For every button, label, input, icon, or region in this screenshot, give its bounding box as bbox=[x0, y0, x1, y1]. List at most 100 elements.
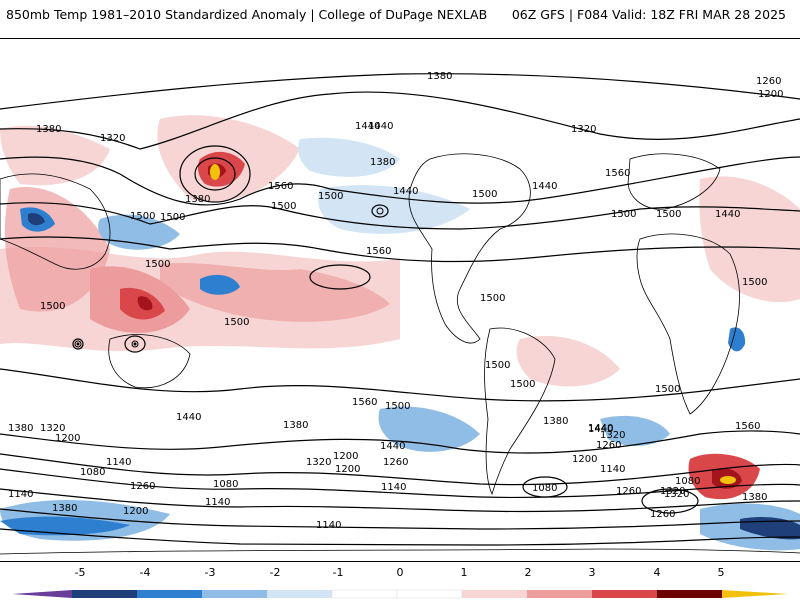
contour-closed bbox=[179, 145, 251, 203]
contour-label: 1500 bbox=[480, 293, 505, 304]
colorbar-tick: -2 bbox=[269, 566, 281, 579]
height-contours bbox=[0, 73, 800, 546]
contour-label: 1500 bbox=[145, 259, 170, 270]
colorbar: -5 -4 -3 -2 -1 0 1 2 3 4 5 bbox=[0, 566, 800, 600]
contour-label: 1380 bbox=[52, 503, 77, 514]
colorbar-tick: -5 bbox=[74, 566, 86, 579]
colorbar-tick: -3 bbox=[204, 566, 216, 579]
anomaly-map: 1380 1440 1260 1200 1380 1320 1440 1380 … bbox=[0, 71, 800, 555]
coastline-europe bbox=[627, 153, 721, 210]
contour-label: 1260 bbox=[130, 481, 155, 492]
contour-line bbox=[0, 236, 800, 263]
colorbar-tick: -4 bbox=[139, 566, 151, 579]
contour-label: 1380 bbox=[185, 194, 210, 205]
contour-label: 1320 bbox=[100, 133, 125, 144]
contour-label: 1500 bbox=[40, 301, 65, 312]
contour-label: 1440 bbox=[368, 121, 393, 132]
contour-label: 1260 bbox=[383, 457, 408, 468]
contour-label: 1080 bbox=[80, 467, 105, 478]
contour-label: 1500 bbox=[385, 401, 410, 412]
contour-label: 1200 bbox=[333, 451, 358, 462]
contour-label: 1260 bbox=[596, 440, 621, 451]
contour-label: 1140 bbox=[316, 520, 341, 531]
contour-line bbox=[0, 528, 800, 546]
colorbar-tick: 2 bbox=[524, 566, 532, 579]
neg-anomaly-asia-west-core bbox=[28, 213, 45, 226]
contour-label: 1440 bbox=[588, 424, 613, 435]
contour-label: 1440 bbox=[393, 186, 418, 197]
contour-label: 1200 bbox=[123, 506, 148, 517]
contour-label: 1140 bbox=[205, 497, 230, 508]
map-title: 850mb Temp 1981–2010 Standardized Anomal… bbox=[6, 7, 488, 22]
contour-label: 1560 bbox=[352, 397, 377, 408]
colorbar-arrow-left bbox=[12, 590, 72, 598]
contour-label: 1560 bbox=[605, 168, 630, 179]
neg-anomaly-south-pacific bbox=[378, 406, 480, 452]
contour-label: 1320 bbox=[571, 124, 596, 135]
contour-line bbox=[0, 508, 800, 530]
extreme-anomaly-south-indian bbox=[720, 476, 736, 484]
coastline-antarctica bbox=[0, 548, 800, 555]
contour-label: 1200 bbox=[55, 433, 80, 444]
contour-line bbox=[0, 453, 800, 486]
contour-label: 1200 bbox=[335, 464, 360, 475]
neg-anomaly-southern-ocean-east-core bbox=[740, 516, 800, 540]
contour-line bbox=[0, 430, 800, 454]
contour-label: 1380 bbox=[370, 157, 395, 168]
center-marker bbox=[376, 207, 384, 215]
model-run-info: 06Z GFS | F084 Valid: 18Z FRI MAR 28 202… bbox=[511, 7, 786, 22]
contour-label: 1500 bbox=[485, 360, 510, 371]
pos-anomaly-siberia bbox=[0, 125, 110, 186]
contour-closed bbox=[309, 264, 371, 290]
contour-label: 1260 bbox=[616, 486, 641, 497]
contour-label: 1500 bbox=[742, 277, 767, 288]
contour-closed bbox=[72, 338, 84, 350]
contour-label: 1440 bbox=[532, 181, 557, 192]
coastline-australia bbox=[108, 334, 191, 389]
colorbar-tick: -1 bbox=[332, 566, 344, 579]
neg-anomaly-southern-ocean-west-core bbox=[0, 516, 130, 536]
header: 850mb Temp 1981–2010 Standardized Anomal… bbox=[0, 0, 800, 32]
contour-closed bbox=[522, 476, 568, 498]
colorbar-bin-neg4 bbox=[137, 590, 202, 598]
colorbar-bin-pos3 bbox=[592, 590, 657, 598]
colorbar-bin-pos0 bbox=[396, 589, 463, 599]
colorbar-tick: 0 bbox=[396, 566, 404, 579]
contour-closed bbox=[371, 204, 389, 218]
contour-label: 1080 bbox=[675, 476, 700, 487]
contour-closed bbox=[194, 157, 236, 191]
contour-line bbox=[0, 73, 800, 110]
center-marker bbox=[133, 342, 137, 346]
contour-label: 1500 bbox=[130, 211, 155, 222]
contour-label: 1320 bbox=[40, 423, 65, 434]
colorbar-svg bbox=[12, 589, 788, 599]
colorbar-bin-pos1 bbox=[462, 590, 527, 598]
contour-label: 1320 bbox=[664, 489, 689, 500]
contour-label: 1380 bbox=[8, 423, 33, 434]
center-marker bbox=[74, 340, 82, 348]
contour-label: 1380 bbox=[543, 416, 568, 427]
contour-label: 1140 bbox=[600, 464, 625, 475]
contour-closed bbox=[641, 488, 699, 514]
pressure-center-markers bbox=[74, 207, 384, 348]
neg-anomaly-north-pacific-core bbox=[200, 274, 240, 295]
contour-label: 1500 bbox=[611, 209, 636, 220]
contour-label: 1200 bbox=[758, 89, 783, 100]
coastlines bbox=[0, 153, 800, 555]
colorbar-bin-neg3 bbox=[202, 590, 267, 598]
contour-label: 1500 bbox=[224, 317, 249, 328]
contour-line bbox=[0, 488, 800, 513]
coastline-north-america bbox=[408, 153, 531, 344]
contour-label: 1440 bbox=[588, 423, 613, 434]
contour-label: 1080 bbox=[532, 483, 557, 494]
colorbar-tick: 4 bbox=[653, 566, 661, 579]
colorbar-tick: 1 bbox=[460, 566, 468, 579]
contour-label: 1140 bbox=[381, 482, 406, 493]
contour-label: 1320 bbox=[600, 430, 625, 441]
contour-label: 1140 bbox=[8, 489, 33, 500]
colorbar-bin-pos2 bbox=[527, 590, 592, 598]
contour-labels: 1380 1440 1260 1200 1380 1320 1440 1380 … bbox=[8, 71, 783, 531]
contour-label: 1080 bbox=[213, 479, 238, 490]
contour-label: 1440 bbox=[176, 412, 201, 423]
contour-label: 1260 bbox=[756, 76, 781, 87]
